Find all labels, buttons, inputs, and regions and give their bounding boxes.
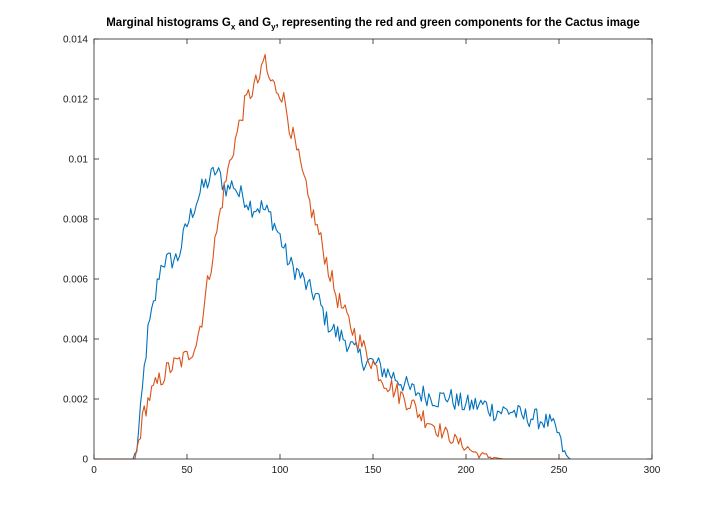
x-tick-label: 200 — [458, 465, 475, 476]
x-tick-label: 50 — [181, 465, 193, 476]
x-tick-label: 100 — [272, 465, 289, 476]
series-line-1 — [94, 166, 571, 460]
chart-title-sub2: y — [271, 22, 276, 32]
series-layer — [94, 53, 571, 460]
y-tick-label: 0.004 — [63, 335, 88, 346]
x-tick-label: 0 — [91, 465, 97, 476]
plot-area — [94, 39, 652, 459]
y-tick-label: 0.002 — [63, 395, 88, 406]
x-tick-label: 150 — [365, 465, 382, 476]
chart-title-sub1: x — [230, 22, 236, 32]
chart-title: Marginal histograms Gx and Gy, represent… — [94, 17, 652, 31]
series-line-2 — [94, 53, 571, 460]
y-tick-label: 0.006 — [63, 275, 88, 286]
y-tick-label: 0.014 — [63, 35, 88, 46]
y-tick-label: 0.01 — [69, 155, 89, 166]
y-tick-label: 0.008 — [63, 215, 88, 226]
x-tick-label: 250 — [551, 465, 568, 476]
chart-title-part3: , representing the red and green compone… — [275, 17, 640, 29]
tick-layer: 0 50 100 150 200 250 300 0 0.002 0.004 0.006 0.008 0… — [63, 35, 661, 477]
chart-title-part2: and G — [235, 17, 272, 29]
chart-title-part1: Marginal histograms G — [106, 17, 231, 29]
x-tick-label: 300 — [644, 465, 661, 476]
y-tick-label: 0 — [82, 455, 88, 466]
y-tick-label: 0.012 — [63, 95, 88, 106]
